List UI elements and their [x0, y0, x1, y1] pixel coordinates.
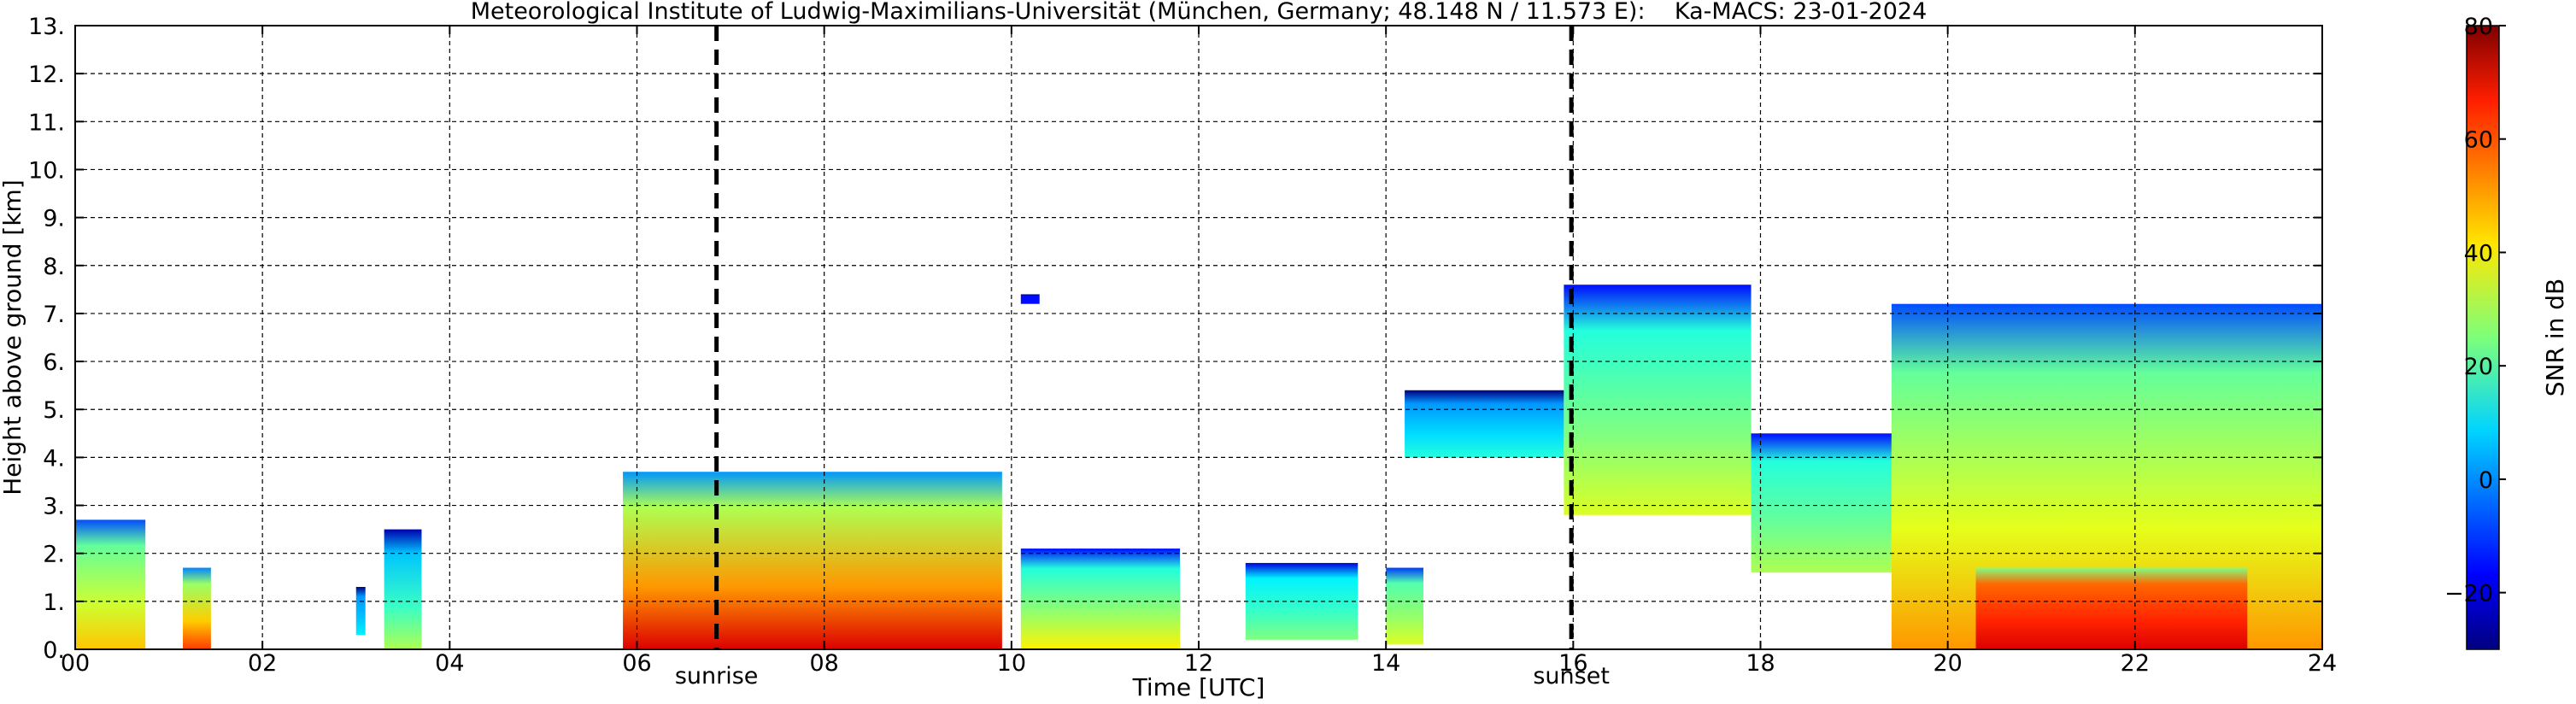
echo-region [1975, 567, 2248, 649]
colorbar: −20 0 20 40 60 80 SNR in dB [2444, 14, 2569, 650]
y-tick-label: 5. [43, 397, 65, 424]
sun-markers: sunrise sunset [675, 26, 1610, 689]
y-tick-label: 13. [28, 14, 65, 40]
echo-region [1020, 549, 1181, 649]
y-tick-label: 3. [43, 494, 65, 520]
x-tick-label: 18 [1746, 650, 1775, 677]
x-tick-label: 16 [1558, 650, 1587, 677]
y-tick-label: 4. [43, 445, 65, 472]
y-axis-label: Height above ground [km] [0, 179, 26, 496]
echo-region [384, 529, 422, 649]
colorbar-ticks: −20 0 20 40 60 80 [2444, 14, 2506, 607]
echo-region [1405, 390, 1564, 458]
y-axis-ticks: 0. 1. 2. 3. 4. 5. 6. 7. 8. 9. 10. 11. 12. 13. [28, 14, 2322, 664]
y-tick-label: 0. [43, 637, 65, 664]
colorbar-tick-label: 80 [2464, 14, 2493, 40]
echo-region [623, 472, 1002, 649]
colorbar-scale [2466, 25, 2500, 650]
x-tick-label: 00 [61, 650, 90, 677]
x-tick-label: 14 [1371, 650, 1400, 677]
y-tick-label: 1. [43, 590, 65, 616]
y-tick-label: 10. [28, 157, 65, 184]
echo-region [75, 519, 146, 649]
echo-region [1020, 294, 1040, 304]
colorbar-tick-label: 0 [2479, 467, 2493, 494]
x-axis-ticks: 00 02 04 06 08 10 12 14 16 18 20 22 24 [61, 26, 2337, 677]
radar-echo-layer [75, 285, 2322, 649]
x-tick-label: 10 [997, 650, 1026, 677]
x-tick-label: 22 [2121, 650, 2150, 677]
y-tick-label: 6. [43, 349, 65, 376]
x-tick-label: 08 [809, 650, 838, 677]
x-tick-label: 02 [248, 650, 277, 677]
x-tick-label: 24 [2308, 650, 2337, 677]
echo-region [1386, 567, 1423, 645]
x-tick-label: 20 [1933, 650, 1962, 677]
y-tick-label: 12. [28, 62, 65, 88]
echo-region [183, 567, 211, 649]
x-axis-label: Time [UTC] [1132, 673, 1265, 701]
colorbar-tick-label: 20 [2464, 354, 2493, 380]
y-tick-label: 7. [43, 302, 65, 328]
colorbar-tick-label: 40 [2464, 240, 2493, 267]
echo-region [1751, 433, 1892, 573]
chart-title: Meteorological Institute of Ludwig-Maxim… [471, 0, 1928, 25]
sunrise-label: sunrise [675, 663, 759, 689]
y-tick-label: 2. [43, 542, 65, 568]
x-tick-label: 04 [435, 650, 464, 677]
colorbar-tick-label: 60 [2464, 127, 2493, 154]
echo-region [1564, 285, 1752, 515]
y-tick-label: 8. [43, 254, 65, 280]
x-tick-label: 12 [1184, 650, 1213, 677]
y-tick-label: 9. [43, 206, 65, 232]
y-tick-label: 11. [28, 109, 65, 136]
sunset-label: sunset [1533, 663, 1610, 689]
x-tick-label: 06 [622, 650, 651, 677]
colorbar-label: SNR in dB [2541, 279, 2569, 396]
echo-region [355, 587, 366, 636]
colorbar-tick-label: −20 [2444, 581, 2493, 607]
